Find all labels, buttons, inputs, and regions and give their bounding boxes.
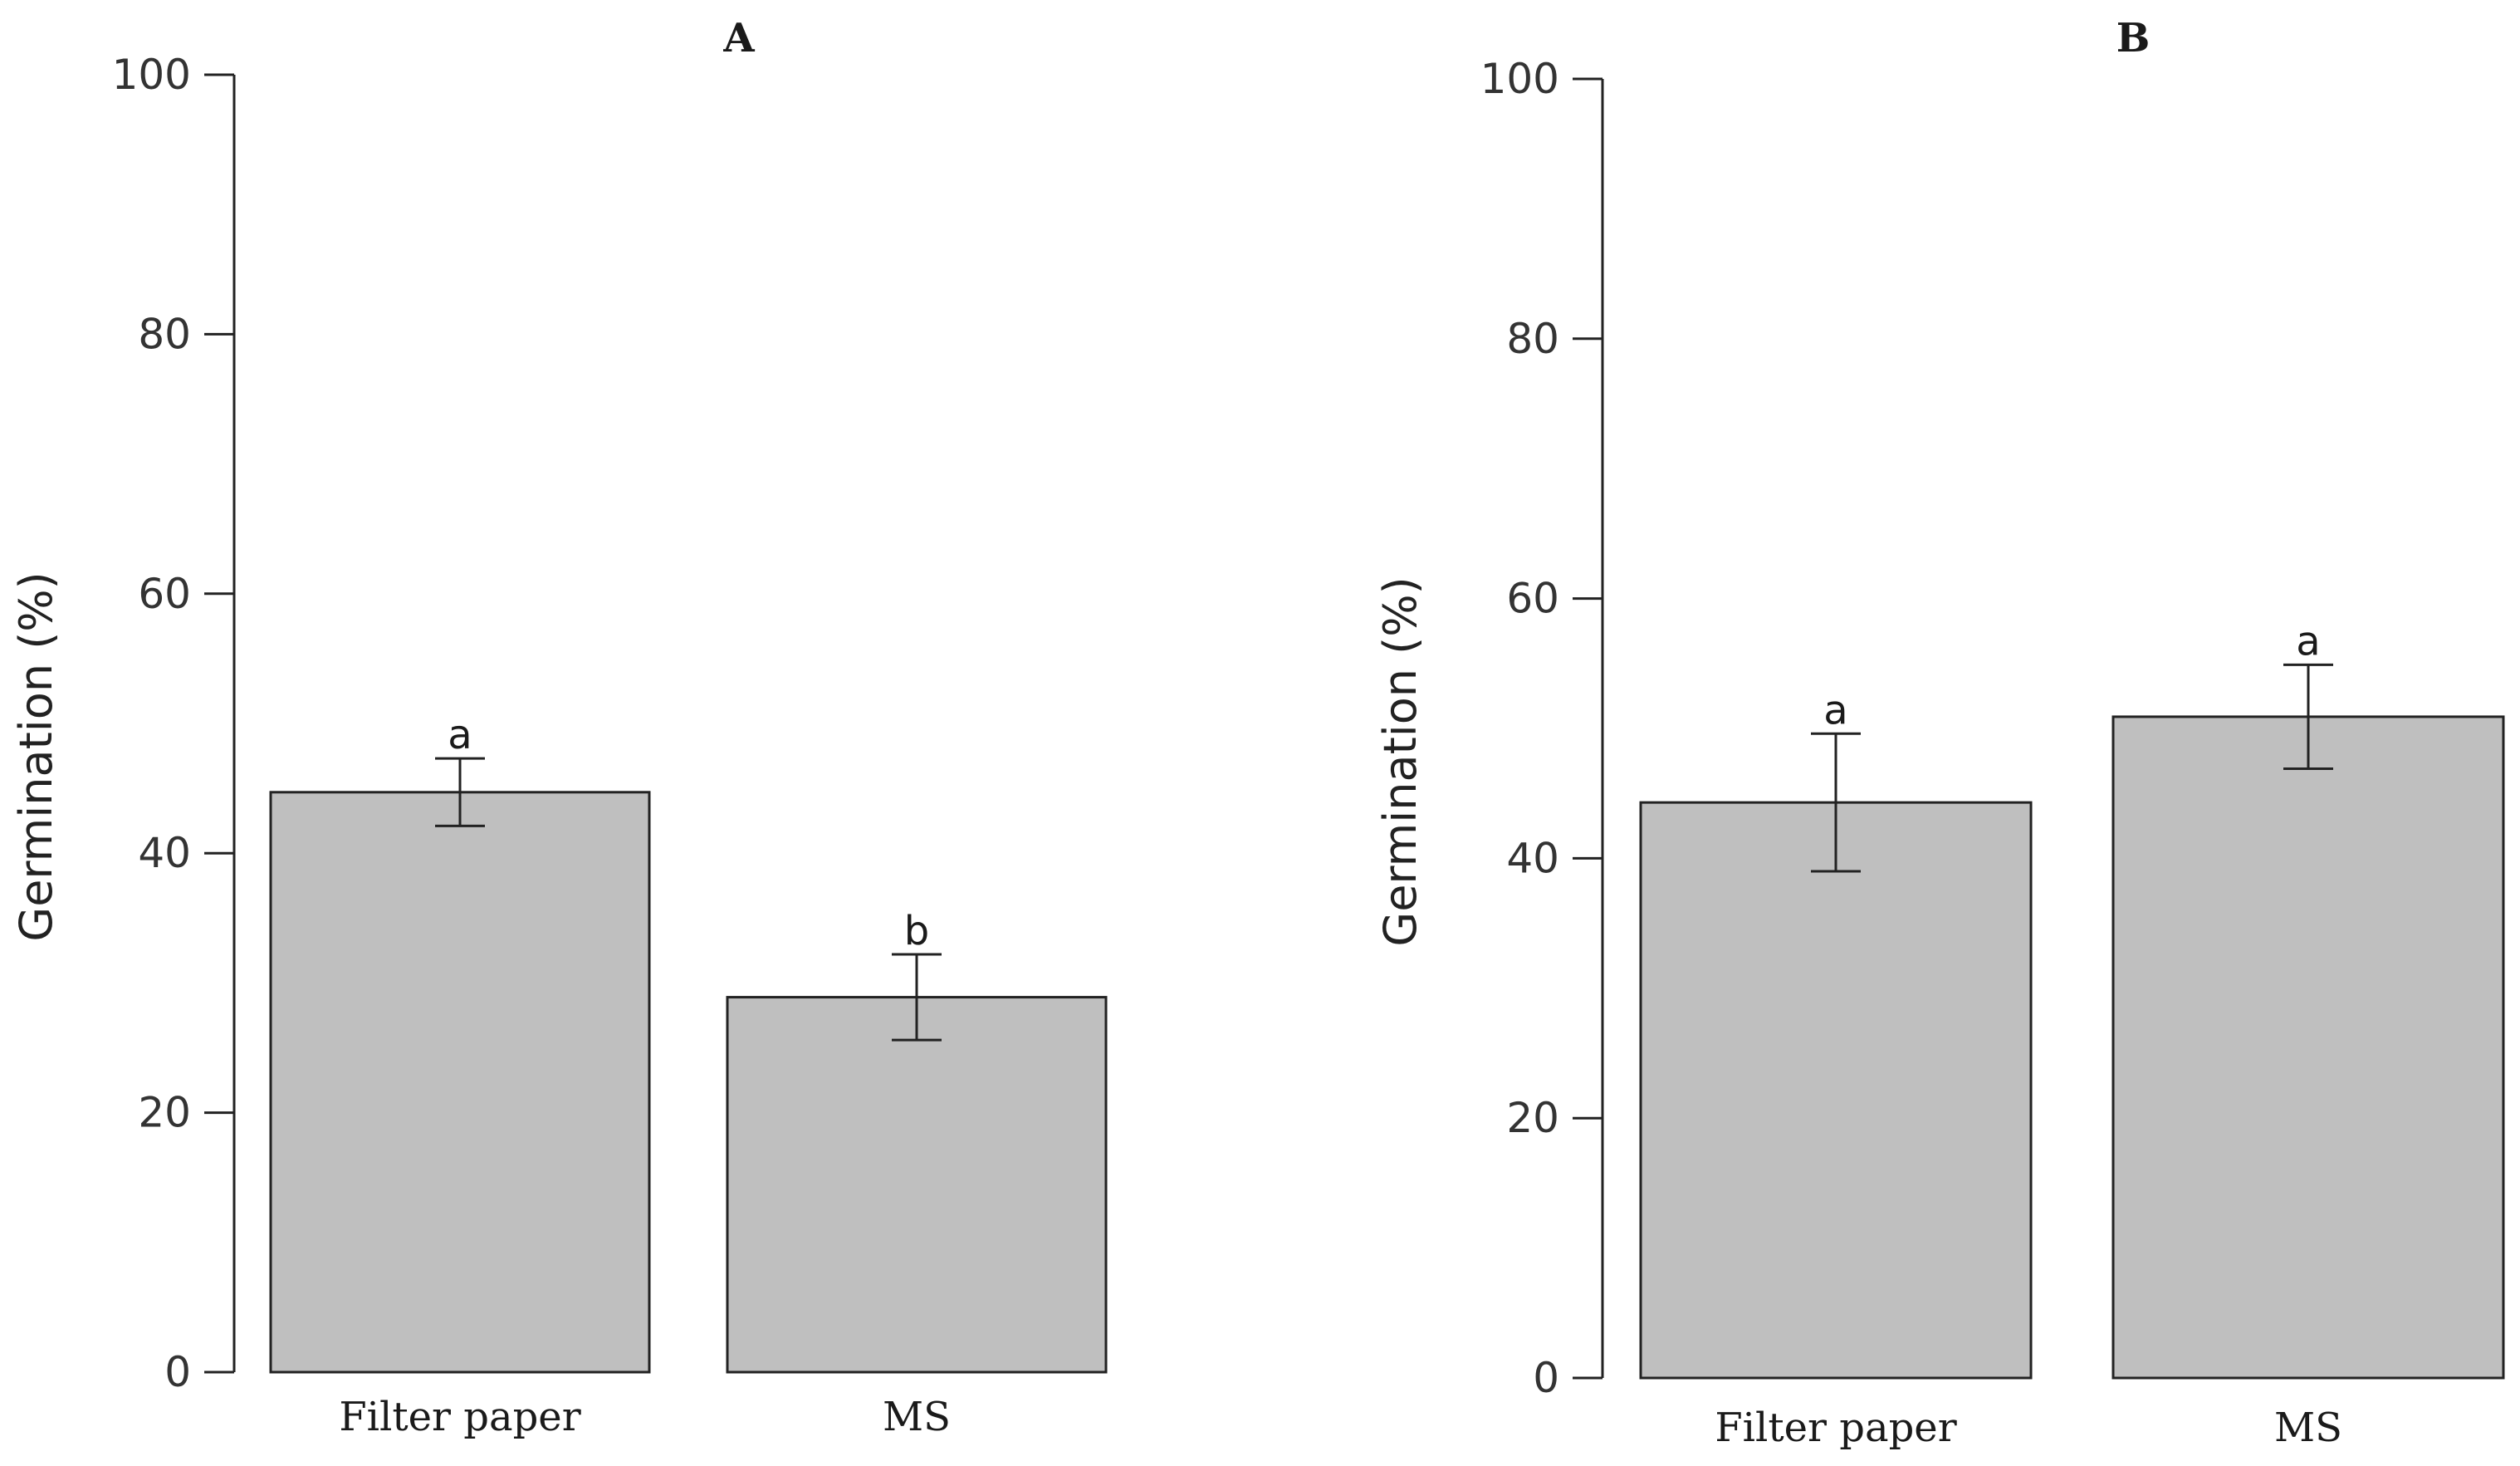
y-tick-label: 80: [1506, 315, 1559, 363]
bar: [2111, 715, 2505, 1380]
y-tick-label: 40: [138, 829, 191, 877]
panel-a: A 0 20 40 60 80 100 Germination (%) a Filter pape…: [10, 15, 1108, 1440]
y-tick-label: 0: [164, 1348, 191, 1396]
significance-letter: b: [904, 908, 929, 954]
bar: [269, 791, 651, 1374]
panel-title: A: [722, 15, 755, 61]
y-tick-label: 40: [1506, 834, 1559, 882]
panel-title: B: [2116, 15, 2151, 61]
y-axis-title: Germination (%): [10, 571, 62, 941]
category-label: MS: [2274, 1405, 2342, 1451]
significance-letter: a: [1823, 687, 1847, 733]
category-label: Filter paper: [1715, 1405, 1956, 1451]
bar: [726, 996, 1108, 1374]
y-tick-label: 60: [138, 570, 191, 618]
category-label: MS: [883, 1394, 951, 1440]
y-tick-label: 100: [1480, 55, 1559, 103]
y-tick-label: 20: [1506, 1094, 1559, 1142]
bar: [1639, 801, 2033, 1380]
significance-letter: a: [2296, 618, 2320, 664]
y-tick-label: 20: [138, 1089, 191, 1137]
y-tick-label: 80: [138, 310, 191, 358]
y-tick-label: 60: [1506, 575, 1559, 623]
y-axis-title: Germination (%): [1374, 576, 1426, 946]
significance-letter: a: [448, 712, 472, 758]
y-tick-label: 0: [1533, 1354, 1559, 1402]
category-label: Filter paper: [339, 1394, 580, 1440]
panel-b: B 0 20 40 60 80 100 Germination (%) a Filter pape…: [1374, 15, 2505, 1451]
y-tick-label: 100: [112, 51, 191, 99]
